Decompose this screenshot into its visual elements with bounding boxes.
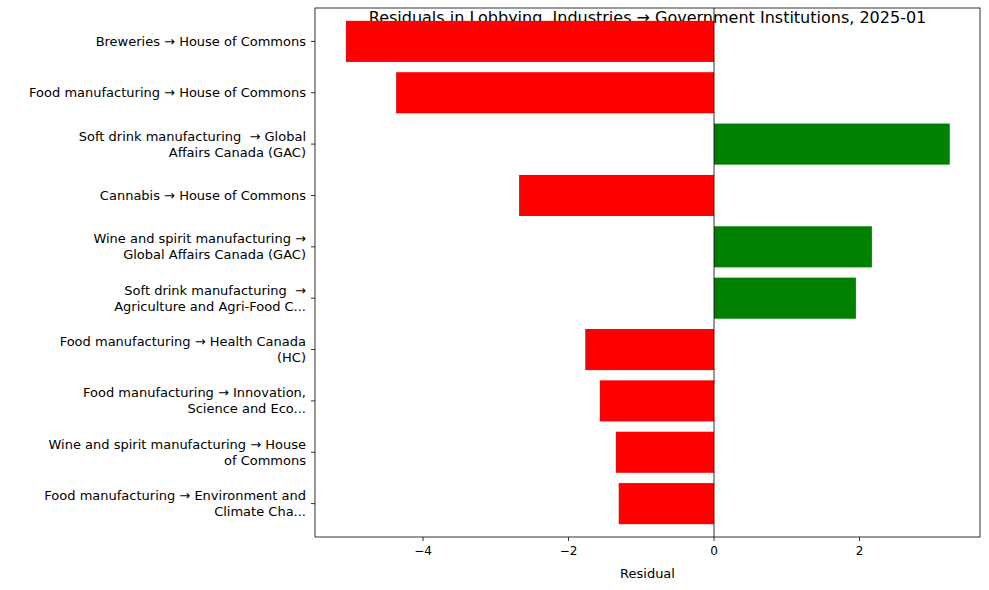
bar — [346, 21, 714, 62]
y-tick — [311, 400, 315, 401]
y-tick-label: Soft drink manufacturing →Agriculture an… — [114, 283, 306, 314]
y-tick — [311, 195, 315, 196]
x-tick-label: 0 — [710, 544, 718, 558]
y-tick-label: Breweries → House of Commons — [96, 34, 307, 49]
y-tick-label: Cannabis → House of Commons — [100, 188, 306, 203]
y-tick-label: Wine and spirit manufacturing → Houseof … — [49, 437, 307, 468]
y-tick — [311, 41, 315, 42]
y-tick-label: Food manufacturing → House of Commons — [29, 85, 306, 100]
x-axis-label: Residual — [620, 566, 675, 581]
bar — [616, 432, 714, 473]
x-tick-label: 2 — [856, 544, 864, 558]
y-tick — [311, 92, 315, 93]
y-tick-label: Food manufacturing → Environment andClim… — [44, 488, 306, 519]
bar — [519, 175, 714, 216]
x-tick — [714, 537, 715, 541]
x-tick — [859, 537, 860, 541]
y-tick — [311, 144, 315, 145]
x-tick — [568, 537, 569, 541]
y-tick-label: Food manufacturing → Health Canada(HC) — [60, 334, 306, 365]
y-tick — [311, 452, 315, 453]
bar — [714, 278, 856, 319]
x-tick-label: −4 — [414, 544, 432, 558]
bar — [585, 329, 714, 370]
bar — [714, 226, 872, 267]
y-tick-label: Food manufacturing → Innovation,Science … — [83, 385, 306, 416]
frame — [315, 8, 980, 537]
y-tick-label: Wine and spirit manufacturing →Global Af… — [93, 231, 306, 262]
bar — [619, 483, 714, 524]
chart: Residuals in Lobbying, Industries → Gove… — [0, 0, 989, 590]
y-tick — [311, 246, 315, 247]
y-tick — [311, 503, 315, 504]
y-tick-label: Soft drink manufacturing → GlobalAffairs… — [79, 129, 306, 160]
bar — [714, 124, 950, 165]
bars — [346, 21, 950, 524]
zero-line — [714, 8, 715, 537]
bar — [600, 380, 714, 421]
y-tick — [311, 298, 315, 299]
y-tick — [311, 349, 315, 350]
x-tick — [423, 537, 424, 541]
bar — [396, 72, 714, 113]
x-tick-label: −2 — [560, 544, 578, 558]
